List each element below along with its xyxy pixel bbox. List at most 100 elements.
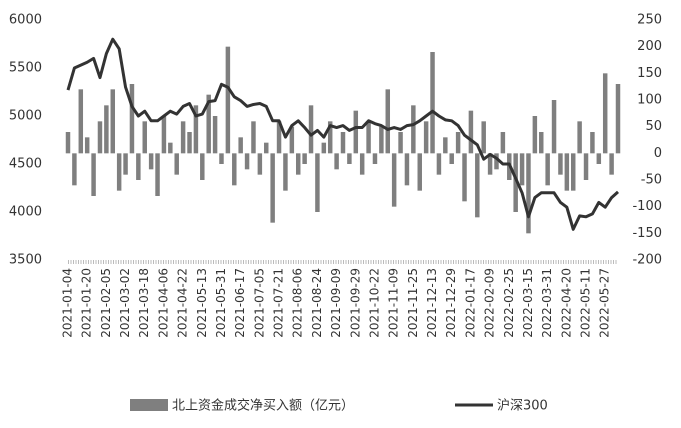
bar: [334, 153, 339, 170]
bar: [430, 52, 435, 154]
bar: [315, 153, 320, 212]
bar: [238, 137, 243, 154]
bar: [462, 153, 467, 202]
bar: [327, 121, 333, 154]
bar: [411, 105, 416, 154]
bar: [244, 153, 250, 170]
bar: [321, 142, 327, 154]
bar: [359, 153, 365, 175]
bar: [180, 121, 186, 154]
bar: [353, 110, 359, 154]
legend-label: 北上资金成交净买入额（亿元）: [172, 398, 354, 414]
bar: [142, 121, 147, 154]
bar: [494, 153, 499, 170]
bar: [187, 132, 192, 154]
bar: [225, 46, 231, 154]
bar: [116, 153, 122, 191]
bar: [379, 126, 384, 154]
x-tick-label: 2021-09-09: [329, 268, 343, 338]
bar: [385, 89, 391, 154]
bar: [500, 132, 506, 154]
y2-tick-label: 100: [637, 93, 662, 108]
bar: [193, 105, 199, 154]
bar: [91, 153, 96, 196]
bar: [148, 153, 154, 170]
y-tick-label: 4500: [9, 157, 42, 172]
bar: [583, 153, 589, 180]
bar: [295, 153, 301, 175]
y2-tick-label: -150: [632, 226, 662, 241]
bar: [308, 105, 314, 154]
y2-tick-label: 50: [645, 119, 662, 134]
bar: [513, 153, 518, 212]
y2-tick-label: 200: [637, 39, 662, 54]
bar: [161, 116, 167, 154]
bar: [391, 153, 397, 207]
bar: [539, 132, 544, 154]
bar: [251, 121, 256, 154]
x-tick-label: 2021-07-21: [272, 268, 286, 338]
x-tick-label: 2021-09-29: [348, 268, 362, 338]
x-tick-label: 2021-01-20: [80, 268, 94, 338]
bar: [570, 153, 576, 191]
bar: [372, 153, 378, 164]
bar: [443, 137, 448, 154]
legend-label: 沪深300: [497, 398, 548, 414]
bar: [65, 132, 71, 154]
bar: [590, 132, 595, 154]
x-tick-label: 2022-03-15: [521, 268, 535, 338]
bar: [289, 126, 295, 154]
y-tick-label: 5500: [9, 61, 42, 76]
x-tick-label: 2021-06-17: [233, 268, 247, 338]
x-tick-label: 2021-03-02: [118, 268, 132, 338]
x-tick-label: 2021-12-13: [425, 268, 439, 338]
line: [66, 37, 620, 231]
bar: [276, 121, 282, 154]
x-tick-label: 2021-07-05: [252, 268, 266, 338]
bar: [72, 153, 77, 186]
x-tick-label: 2022-04-20: [559, 268, 573, 338]
bar: [545, 153, 550, 186]
bar: [347, 153, 352, 164]
y2-tick-label: 250: [637, 13, 662, 28]
bar: [155, 153, 160, 196]
bar: [615, 84, 621, 154]
bar: [519, 153, 525, 186]
x-tick-label: 2021-11-09: [387, 268, 401, 338]
x-tick-label: 2021-05-13: [195, 268, 209, 338]
bar: [129, 84, 135, 154]
x-tick-label: 2021-08-06: [291, 268, 305, 338]
y2-tick-label: 0: [654, 146, 662, 161]
bar: [270, 153, 275, 223]
bar: [200, 153, 205, 180]
x-tick-label: 2022-02-09: [483, 268, 497, 338]
y2-tick-label: -50: [641, 173, 662, 188]
bar: [596, 153, 602, 164]
bar: [487, 153, 493, 175]
bar: [602, 73, 608, 154]
x-tick-label: 2021-10-22: [367, 268, 381, 338]
bar: [436, 153, 442, 175]
legend-swatch: [130, 399, 168, 411]
bar: [110, 89, 116, 154]
x-tick-label: 2021-03-18: [137, 268, 151, 338]
bar: [404, 153, 410, 186]
bar: [340, 132, 346, 154]
x-tick-label: 2021-04-22: [176, 268, 190, 338]
x-tick-label: 2022-03-31: [540, 268, 554, 338]
bar: [257, 153, 263, 175]
bar: [212, 116, 218, 154]
bar: [564, 153, 570, 191]
bar: [283, 153, 288, 191]
x-tick-label: 2022-05-27: [598, 268, 612, 338]
bar: [78, 89, 84, 154]
bar: [168, 142, 173, 154]
bar: [423, 121, 429, 154]
x-tick-label: 2022-01-17: [463, 268, 477, 338]
bar: [468, 110, 474, 154]
bar: [417, 153, 422, 191]
x-tick-label: 2022-02-25: [502, 268, 516, 338]
bar: [136, 153, 141, 180]
bar: [219, 153, 224, 164]
y2-tick-label: -200: [632, 253, 662, 268]
